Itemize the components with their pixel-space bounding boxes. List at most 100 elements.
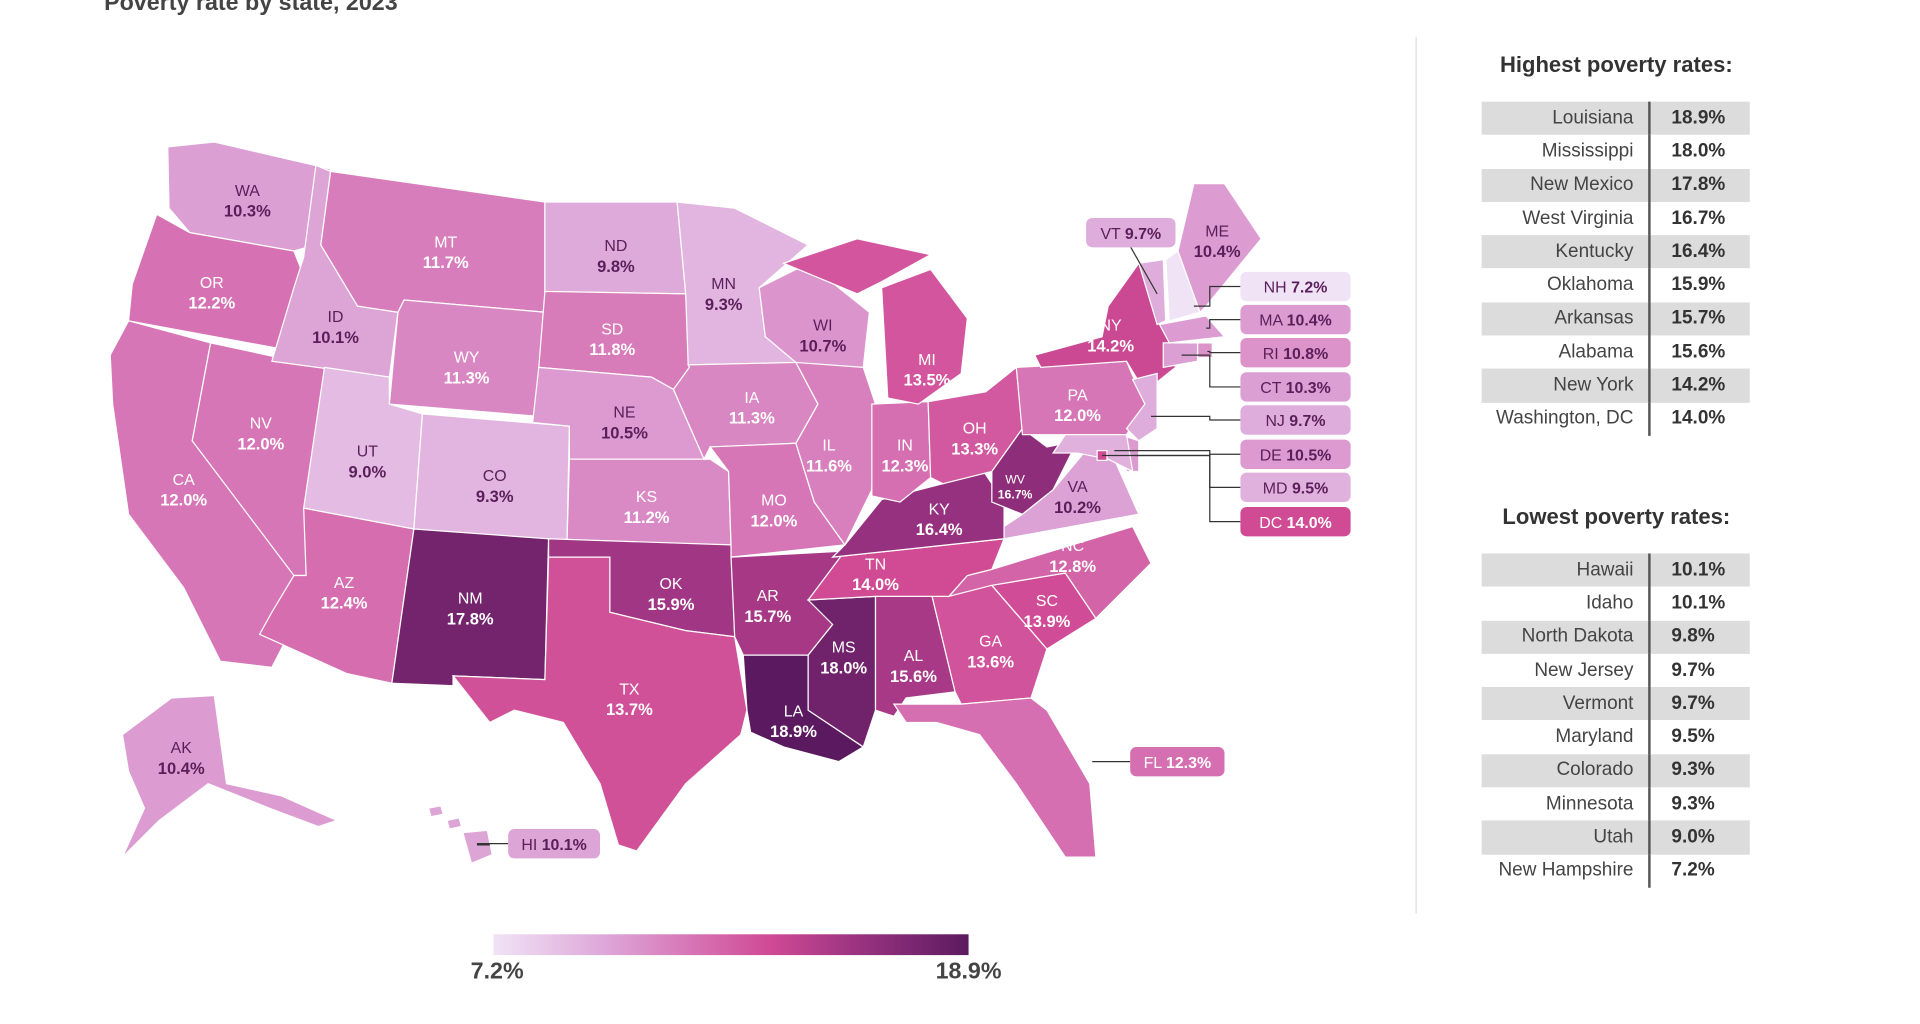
divider [1415,36,1417,914]
state-value-label: 11.7% [423,253,469,272]
state-abbr-label: WY [454,349,480,366]
state-abbr-label: NV [250,416,272,433]
state-ct[interactable] [1162,342,1199,369]
state-value-label: 10.1% [312,328,359,347]
callout-line [476,843,509,846]
table-row: Maryland 9.5% [1482,720,1750,755]
lowest-table-title: Lowest poverty rates: [1502,504,1731,529]
state-value-label: 7.2% [1291,280,1327,297]
state-tn[interactable] [806,538,1006,601]
state-me[interactable] [1177,183,1262,314]
legend-max-label: 18.9% [935,958,1002,985]
state-value-label: 12.0% [1054,406,1101,425]
state-value-label: 12.0% [750,512,797,531]
state-md[interactable] [1051,434,1134,473]
state-value-label: 16.4% [916,520,963,539]
callout-line [1102,454,1241,523]
state-value-label: 12.8% [1049,557,1096,576]
state-name: Alabama [1482,335,1651,370]
poverty-rate: 18.0% [1671,140,1726,162]
state-abbr-label: GA [979,634,1002,651]
poverty-rate: 9.5% [1671,726,1715,748]
state-value-label: 18.0% [820,658,867,677]
callout-box-nj [1240,405,1351,435]
state-abbr-label: IA [744,390,759,407]
state-abbr-label: ME [1205,223,1229,240]
state-value-label: 12.0% [237,434,284,453]
state-abbr-label: CA [173,472,195,489]
state-value-label: 11.6% [806,456,852,475]
state-dc[interactable] [1096,450,1108,462]
legend-min-label: 7.2% [470,958,524,985]
callout-label: CT 10.3% [1260,380,1330,397]
color-scale-legend [493,934,969,956]
state-mi[interactable] [880,268,968,405]
state-abbr-label: WV [1005,473,1026,487]
callout-label: RI 10.8% [1263,346,1328,363]
state-value-label: 9.0% [349,463,387,482]
state-mi[interactable] [781,238,933,295]
poverty-rate: 15.6% [1671,341,1726,363]
state-vt[interactable] [1137,258,1167,326]
state-fl[interactable] [892,697,1097,858]
state-name: Hawaii [1482,553,1651,587]
state-il[interactable] [794,361,877,547]
callout-box-vt [1086,217,1176,248]
table-row: Mississippi 18.0% [1482,135,1750,169]
callout-line [1193,285,1241,307]
state-value-label: 9.8% [597,257,635,276]
poverty-rate: 18.9% [1671,107,1726,129]
state-value-label: 11.2% [624,508,670,527]
state-abbr-label: MS [832,640,856,657]
poverty-rate: 15.9% [1671,274,1726,296]
table-row: Colorado 9.3% [1481,754,1750,788]
poverty-rate: 9.3% [1671,793,1715,814]
callout-box-hi [508,828,601,859]
poverty-rate: 17.8% [1671,174,1726,195]
callout-line [1207,350,1241,354]
state-value-label: 9.7% [1125,226,1161,243]
callout-label: MD 9.5% [1263,480,1328,497]
state-hi[interactable] [446,817,463,830]
table-row: Oklahoma 15.9% [1482,268,1750,303]
table-row: New Hampshire 7.2% [1482,854,1750,888]
state-ak[interactable] [121,694,339,858]
state-name: Minnesota [1482,787,1651,821]
state-name: New Jersey [1482,653,1651,688]
state-mt[interactable] [320,170,546,313]
state-name: Vermont [1482,687,1651,721]
callout-label: HI 10.1% [521,837,586,854]
state-name: Oklahoma [1482,268,1651,303]
state-value-label: 10.4% [158,759,205,778]
state-hi[interactable] [427,805,445,818]
lowest-poverty-table: Hawaii 10.1% Idaho 10.1% North Dakota 9.8% New… [1481,553,1750,888]
state-abbr-label: WA [235,183,260,200]
state-hi[interactable] [462,829,493,865]
state-abbr-label: OK [660,576,683,593]
table-row: Kentucky 16.4% [1481,235,1750,269]
state-ma[interactable] [1158,315,1226,344]
poverty-rate: 16.4% [1671,241,1726,262]
table-row: Alabama 15.6% [1482,335,1750,370]
callout-box-ct [1240,372,1351,402]
callout-box-md [1240,472,1351,503]
state-tx[interactable] [451,556,748,852]
state-abbr-label: IL [822,438,835,455]
state-wy[interactable] [388,299,546,417]
callout-box-de [1240,439,1351,469]
state-name: New Mexico [1482,168,1651,202]
state-abbr-label: MN [711,276,736,293]
poverty-rate: 10.1% [1671,559,1726,580]
state-value-label: 18.9% [770,722,817,741]
state-name: Arkansas [1482,302,1651,336]
poverty-rate: 14.2% [1671,374,1726,396]
table-row: West Virginia 16.7% [1482,201,1750,236]
state-value-label: 15.7% [744,607,791,626]
state-value-label: 13.5% [904,371,951,390]
table-row: Minnesota 9.3% [1482,787,1750,821]
state-name: Louisiana [1482,101,1651,136]
table-row: Arkansas 15.7% [1481,302,1750,336]
us-choropleth-map: WA10.3%OR12.2%CA12.0%NV12.0%ID10.1%MT11.… [109,141,1351,865]
state-value-label: 10.3% [1286,380,1331,397]
table-row: Washington, DC 14.0% [1482,402,1750,436]
